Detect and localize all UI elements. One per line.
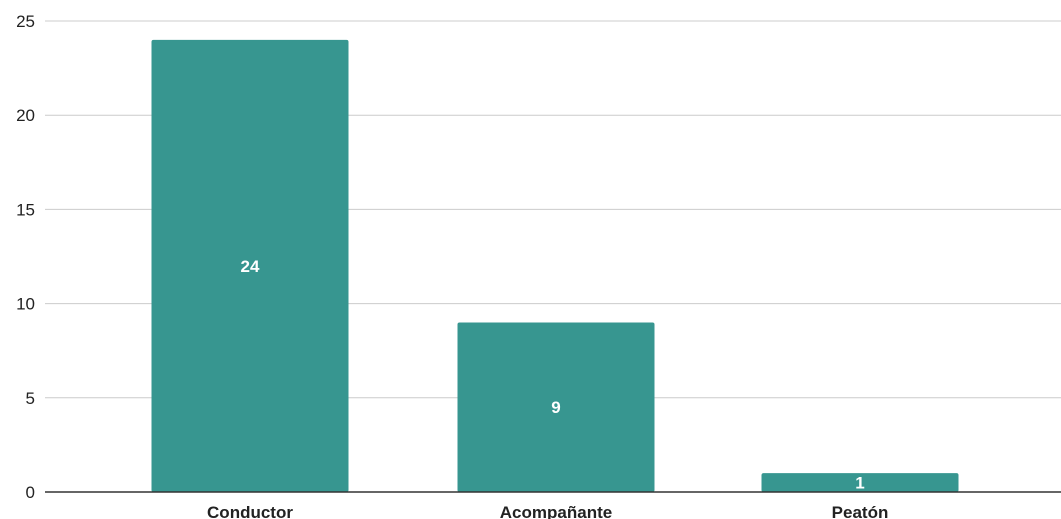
x-category-label: Peatón [832, 503, 889, 519]
y-tick-label-20: 20 [16, 106, 35, 125]
data-labels: 24 9 1 [241, 257, 865, 493]
x-axis-categories: Conductor Acompañante Peatón [207, 503, 888, 519]
y-axis-ticks: 0 5 10 15 20 25 [16, 12, 35, 502]
y-tick-label-15: 15 [16, 200, 35, 219]
bars [151, 39, 959, 493]
data-label-conductor: 24 [241, 257, 260, 276]
bar-peatón [761, 473, 959, 492]
bar-acompañante [457, 322, 655, 492]
data-label-peatón: 1 [855, 474, 864, 493]
bar-conductor [151, 39, 349, 493]
y-tick-label-10: 10 [16, 295, 35, 314]
y-tick-label-25: 25 [16, 12, 35, 31]
y-tick-label-5: 5 [26, 389, 35, 408]
x-category-label: Conductor [207, 503, 293, 519]
x-category-label: Acompañante [500, 503, 612, 519]
y-tick-label-0: 0 [26, 483, 35, 502]
data-label-acompañante: 9 [551, 398, 560, 417]
